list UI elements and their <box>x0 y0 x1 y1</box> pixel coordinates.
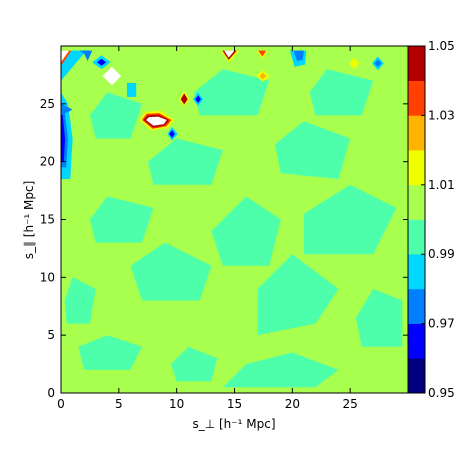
contour-region <box>147 138 223 185</box>
colorbar-tick-label: 0.99 <box>428 247 455 261</box>
y-tick-label: 10 <box>40 270 55 284</box>
colorbar-swatch <box>408 254 425 290</box>
contour-region <box>96 58 107 66</box>
y-axis-label: s_∥ [h⁻¹ Mpc] <box>22 181 36 260</box>
colorbar-tick-label: 1.03 <box>428 108 455 122</box>
contour-regions <box>61 50 403 388</box>
colorbar-swatch <box>408 80 425 116</box>
contour-region <box>194 69 270 116</box>
colorbar-swatch <box>408 150 425 186</box>
contour-region <box>374 59 382 68</box>
x-tick-label: 5 <box>115 397 123 411</box>
contour-region <box>130 242 212 301</box>
y-axis: 0 5 10 15 20 25 <box>40 97 408 400</box>
colorbar-swatch <box>408 288 425 324</box>
x-axis: 0 5 10 15 20 25 <box>57 46 358 411</box>
contour-region <box>293 50 304 61</box>
x-tick-label: 0 <box>57 397 65 411</box>
contour-region <box>170 346 218 382</box>
contour-region <box>259 72 267 80</box>
colorbar-swatch <box>408 219 425 255</box>
colorbar-swatch <box>408 115 425 151</box>
colorbar-swatch <box>408 323 425 359</box>
x-axis-label: s_⊥ [h⁻¹ Mpc] <box>192 417 275 431</box>
contour-region <box>349 57 360 70</box>
contour-region <box>211 196 281 266</box>
contour-region-above-max <box>102 66 122 86</box>
y-tick-label: 20 <box>40 155 55 169</box>
colorbar: 0.95 0.97 0.99 1.01 1.03 1.05 <box>407 39 455 400</box>
colorbar-swatch <box>408 46 425 81</box>
contour-region <box>180 93 188 105</box>
contour-region <box>61 109 65 162</box>
contour-region <box>89 196 154 243</box>
contour-region <box>222 352 339 388</box>
contour-region <box>61 50 87 81</box>
contour-region-above-max <box>61 50 70 63</box>
contour-region <box>169 129 175 138</box>
x-tick-label: 15 <box>227 397 242 411</box>
plot-area <box>60 45 409 394</box>
contour-region <box>89 92 142 139</box>
contour-region-above-max <box>146 116 167 126</box>
contour-region <box>78 335 142 370</box>
contour-region-above-max <box>224 50 235 58</box>
x-tick-label: 20 <box>285 397 300 411</box>
contour-region <box>275 121 351 179</box>
x-tick-label: 25 <box>343 397 358 411</box>
colorbar-tick-label: 0.95 <box>428 386 455 400</box>
colorbar-frame <box>407 45 426 394</box>
contour-region <box>355 288 403 347</box>
contour-region <box>257 254 339 336</box>
contour-region <box>126 83 137 97</box>
y-tick-label: 25 <box>40 97 55 111</box>
contour-region <box>258 50 267 57</box>
colorbar-swatch <box>408 184 425 220</box>
contour-region <box>303 184 397 255</box>
contour-region <box>309 69 374 116</box>
colorbar-tick-label: 1.05 <box>428 39 455 53</box>
contour-region <box>64 277 96 324</box>
colorbar-tick-label: 1.01 <box>428 178 455 192</box>
contour-region <box>195 95 201 104</box>
x-tick-label: 10 <box>169 397 184 411</box>
contour-region <box>83 50 93 61</box>
y-tick-label: 15 <box>40 213 55 227</box>
contour-region <box>61 103 73 116</box>
y-tick-label: 0 <box>47 386 55 400</box>
colorbar-swatch <box>408 358 425 394</box>
y-tick-label: 5 <box>47 328 55 342</box>
colorbar-tick-label: 0.97 <box>428 317 455 331</box>
